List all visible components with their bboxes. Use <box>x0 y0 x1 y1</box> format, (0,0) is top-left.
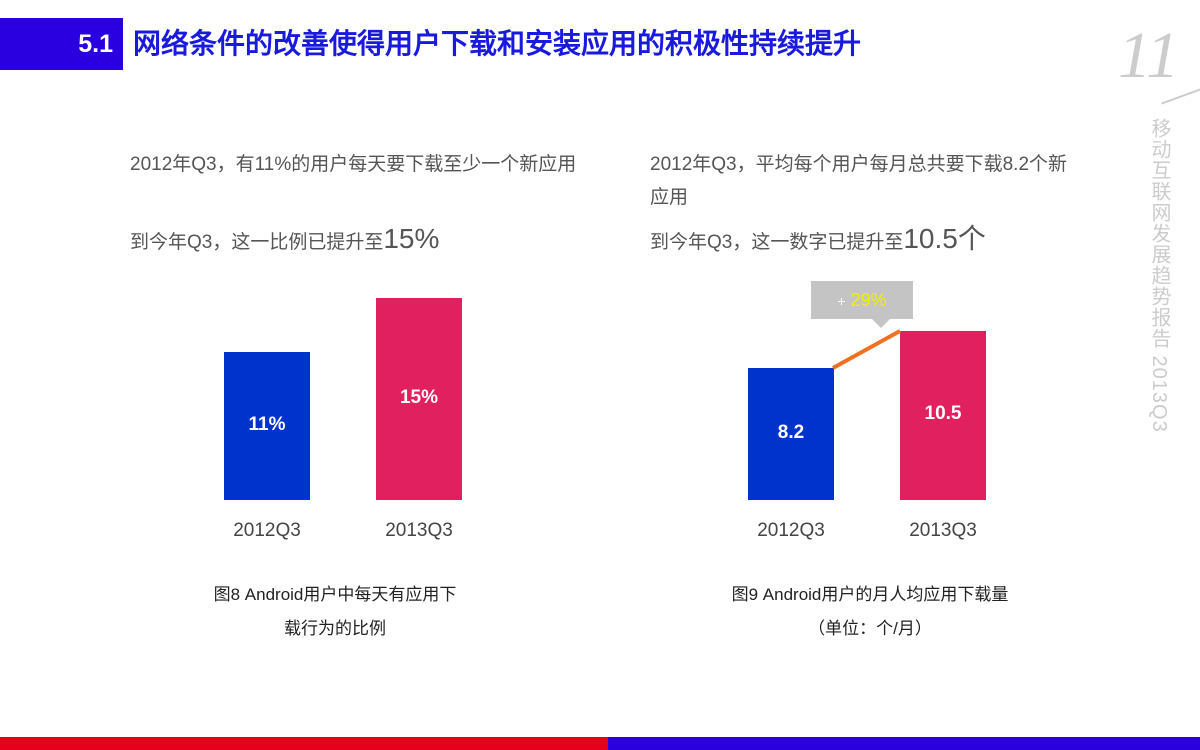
callout-value: 29% <box>850 290 887 310</box>
bar <box>900 330 986 500</box>
bar <box>748 367 834 500</box>
right-text-1: 2012年Q3，平均每个用户每月总共要下载8.2个新应用 <box>650 154 1068 208</box>
left-caption-2: 载行为的比例 <box>284 619 386 638</box>
left-text-prefix: 到今年Q3，这一比例已提升至 <box>130 232 384 253</box>
section-number: 5.1 <box>0 18 123 70</box>
page-number: 11 <box>1118 19 1180 92</box>
bar-value-label: 11% <box>248 413 286 435</box>
category-label: 2012Q3 <box>757 520 825 541</box>
category-label: 2013Q3 <box>385 520 453 541</box>
bar <box>376 297 462 500</box>
callout-plus: + <box>837 293 846 309</box>
bar-value-label: 10.5 <box>924 403 962 425</box>
page-title: 网络条件的改善使得用户下载和安装应用的积极性持续提升 <box>133 28 862 59</box>
left-caption: 图8 Android用户中每天有应用下 载行为的比例 <box>180 578 490 646</box>
left-text-1: 2012年Q3，有11%的用户每天要下载至少一个新应用 <box>130 154 577 175</box>
bottom-bar-blue <box>608 737 1200 750</box>
category-label: 2013Q3 <box>909 520 977 541</box>
side-report-title: 移动互联网发展趋势报告 2013Q3 <box>1148 118 1170 433</box>
category-label: 2012Q3 <box>233 520 301 541</box>
left-highlight-value: 15% <box>383 223 440 254</box>
left-caption-1: 图8 Android用户中每天有应用下 <box>213 585 457 604</box>
growth-line <box>832 329 901 370</box>
right-caption-1: 图9 Android用户的月人均应用下载量 <box>731 585 1009 604</box>
growth-callout: + 29% <box>811 281 913 319</box>
right-caption: 图9 Android用户的月人均应用下载量 （单位：个/月） <box>690 578 1050 646</box>
bottom-bar-red <box>0 737 608 750</box>
right-text-prefix: 到今年Q3，这一数字已提升至 <box>650 232 904 253</box>
right-text-2: 到今年Q3，这一数字已提升至10.5个 <box>650 222 986 259</box>
callout-pointer <box>872 319 890 328</box>
bar <box>224 351 310 500</box>
right-highlight-value: 10.5个 <box>903 223 986 254</box>
left-text-2: 到今年Q3，这一比例已提升至15% <box>130 222 439 259</box>
bar-value-label: 15% <box>399 386 439 408</box>
right-caption-2: （单位：个/月） <box>808 619 932 638</box>
bar-value-label: 8.2 <box>777 421 805 443</box>
